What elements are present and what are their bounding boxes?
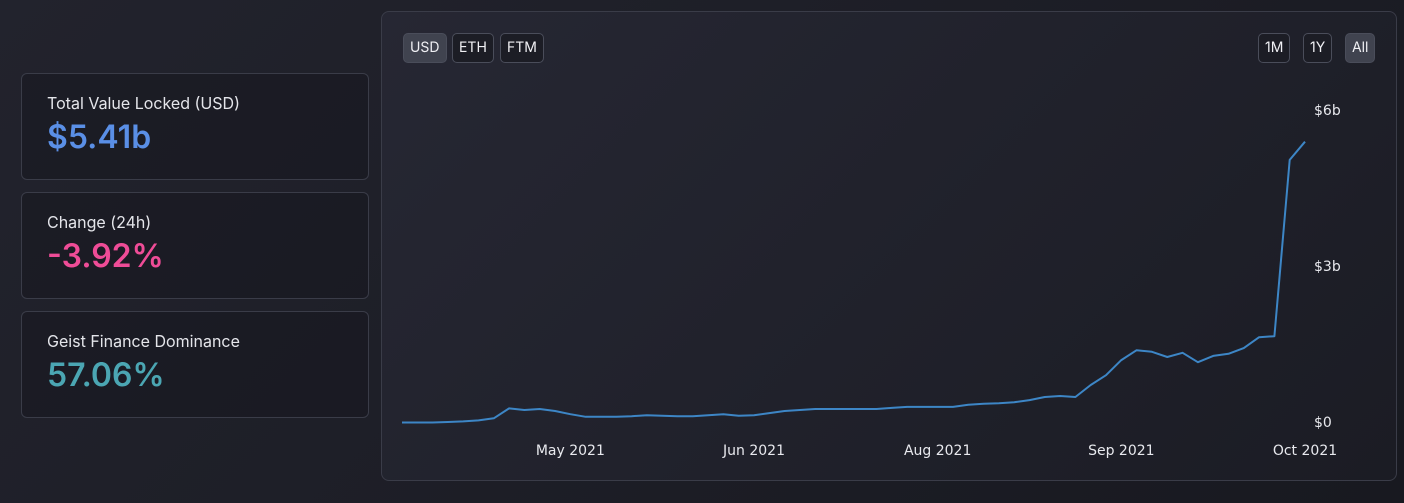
stat-label: Total Value Locked (USD) [47,93,240,113]
y-tick-label: $3b [1314,259,1341,275]
stat-value: 57.06% [47,355,165,394]
y-tick-label: $6b [1314,103,1341,119]
stat-value: -3.92% [47,236,164,275]
stat-value: $5.41b [47,117,152,156]
x-tick-label: Oct 2021 [1273,443,1337,459]
range-button[interactable]: All [1345,33,1376,63]
range-button[interactable]: 1Y [1303,33,1333,63]
stat-label: Geist Finance Dominance [47,331,240,351]
x-tick-label: Sep 2021 [1088,443,1154,459]
x-tick-label: May 2021 [536,443,605,459]
stat-card: Change (24h) -3.92% [21,192,369,299]
x-tick-label: Aug 2021 [904,443,971,459]
currency-button[interactable]: USD [403,33,447,63]
currency-button[interactable]: ETH [452,33,494,63]
stat-card: Geist Finance Dominance 57.06% [21,311,369,418]
range-button[interactable]: 1M [1258,33,1291,63]
stat-label: Change (24h) [47,212,152,232]
x-tick-label: Jun 2021 [722,443,785,459]
chart-panel: USD ETH FTM 1M 1Y All [381,11,1397,481]
currency-button[interactable]: FTM [500,33,544,63]
stat-card: Total Value Locked (USD) $5.41b [21,73,369,180]
y-tick-label: $0 [1314,415,1332,431]
line [402,141,1306,424]
